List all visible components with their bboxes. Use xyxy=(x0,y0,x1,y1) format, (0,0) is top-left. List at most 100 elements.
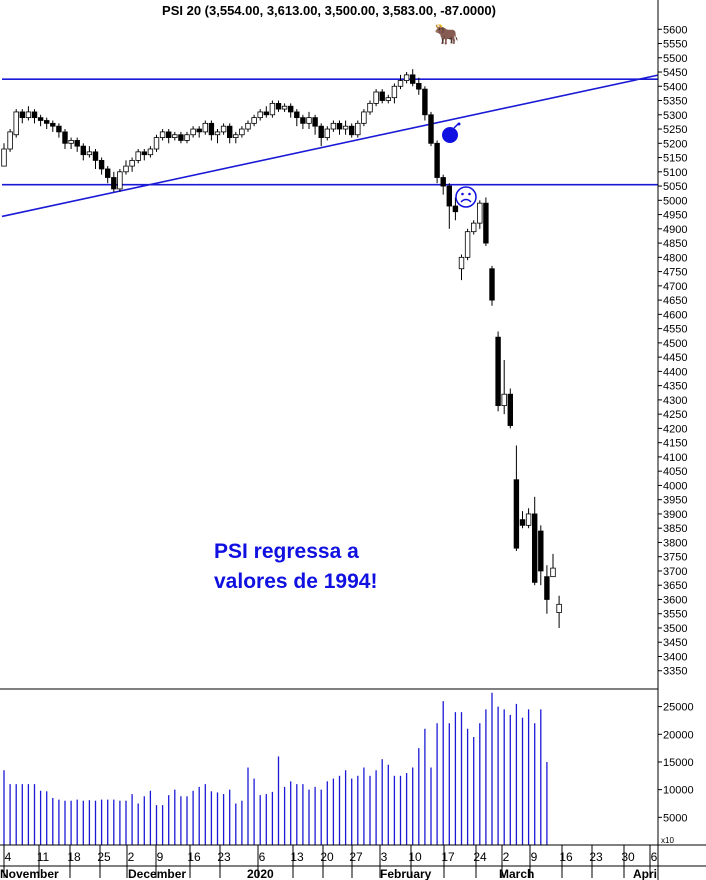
candle-body xyxy=(263,111,269,116)
candle-body xyxy=(196,128,202,133)
candle-body xyxy=(165,131,172,138)
price-tick-label: 3950 xyxy=(663,495,687,507)
price-tick-label: 5150 xyxy=(663,153,687,165)
candle-body xyxy=(324,128,330,138)
candle-body xyxy=(269,102,276,116)
candle-body xyxy=(80,145,86,156)
trendline-group xyxy=(1,74,659,218)
trendline xyxy=(1,74,659,218)
candle-body xyxy=(446,185,452,207)
candle-body xyxy=(178,134,184,141)
x-day-label: 23 xyxy=(217,850,231,864)
price-tick-label: 5050 xyxy=(663,181,687,193)
price-tick-label: 4750 xyxy=(663,267,687,279)
price-tick-label: 3850 xyxy=(663,523,687,535)
candle-body xyxy=(74,140,80,147)
price-tick-label: 3600 xyxy=(663,594,687,606)
x-day-label: 30 xyxy=(621,850,635,864)
price-tick-label: 5600 xyxy=(663,24,687,36)
price-tick-label: 5250 xyxy=(663,124,687,136)
candle-body xyxy=(312,117,318,127)
x-day-label: 4 xyxy=(5,850,12,864)
candle-body xyxy=(306,117,312,124)
bomb-icon xyxy=(440,122,462,148)
candle-body xyxy=(190,128,196,136)
price-tick-label: 3550 xyxy=(663,609,687,621)
candle-body xyxy=(391,85,398,99)
candle-body xyxy=(428,114,434,144)
volume-axis: 5000 10000 15000 20000 25000 x10 xyxy=(658,702,694,845)
x-day-label: 9 xyxy=(531,850,538,864)
candle-body xyxy=(519,519,526,526)
candle-body xyxy=(495,336,501,406)
x-day-label: 16 xyxy=(187,850,201,864)
price-tick-label: 3750 xyxy=(663,552,687,564)
volume-bars-group xyxy=(3,692,548,845)
price-tick-label: 3500 xyxy=(663,623,687,635)
price-tick-label: 4500 xyxy=(663,338,687,350)
candle-body xyxy=(172,134,178,138)
candle-body xyxy=(1,148,7,167)
volume-tick-label: 20000 xyxy=(663,729,694,741)
candle-body xyxy=(452,205,459,213)
candle-body xyxy=(385,97,391,101)
price-tick-label: 3800 xyxy=(663,537,687,549)
volume-tick-label: 15000 xyxy=(663,757,694,769)
candle-body xyxy=(19,111,25,119)
x-day-label: 9 xyxy=(157,850,164,864)
price-tick-label: 3350 xyxy=(663,666,687,678)
price-tick-label: 4400 xyxy=(663,366,687,378)
x-day-label: 18 xyxy=(67,850,81,864)
candle-body xyxy=(489,268,495,301)
candle-body xyxy=(233,134,239,138)
price-tick-label: 4350 xyxy=(663,381,687,393)
candle-body xyxy=(556,603,562,613)
candle-body xyxy=(361,111,367,124)
price-tick-label: 3450 xyxy=(663,637,687,649)
price-tick-label: 4600 xyxy=(663,309,687,321)
candle-body xyxy=(184,134,190,141)
candle-body xyxy=(245,122,251,130)
candle-body xyxy=(105,168,111,178)
candle-body xyxy=(532,513,538,583)
candle-body xyxy=(62,131,68,144)
x-month-label: 2020 xyxy=(247,867,274,880)
candle-body xyxy=(373,91,379,104)
candle-body xyxy=(7,131,13,150)
x-month-label: March xyxy=(499,867,534,880)
price-tick-label: 5550 xyxy=(663,39,687,51)
candle-body xyxy=(507,393,513,426)
price-tick-label: 5400 xyxy=(663,81,687,93)
x-day-label: 24 xyxy=(473,850,487,864)
x-day-label: 2 xyxy=(503,850,510,864)
candle-body xyxy=(214,131,221,136)
x-day-label: 3 xyxy=(381,850,388,864)
candle-body xyxy=(550,567,556,578)
candle-body xyxy=(44,120,50,124)
candle-body xyxy=(135,151,141,161)
candle-body xyxy=(544,576,550,600)
candle-body xyxy=(336,122,343,130)
candle-body xyxy=(294,111,300,119)
price-tick-label: 4800 xyxy=(663,252,687,264)
candle-body xyxy=(208,122,215,136)
candle-body xyxy=(37,117,44,121)
annotation-line-1: PSI regressa a xyxy=(214,540,359,563)
candle-body xyxy=(202,122,208,133)
candle-body xyxy=(422,88,428,116)
volume-tick-label: 10000 xyxy=(663,785,694,797)
price-tick-label: 5000 xyxy=(663,195,687,207)
candle-body xyxy=(98,160,105,170)
price-tick-label: 3900 xyxy=(663,509,687,521)
sad-face-icon xyxy=(454,185,480,215)
candle-body xyxy=(300,117,306,124)
candle-body xyxy=(129,160,135,167)
candle-body xyxy=(464,231,471,258)
candle-body xyxy=(123,165,129,173)
annotation-line-2: valores de 1994! xyxy=(214,570,378,593)
price-tick-label: 4900 xyxy=(663,224,687,236)
price-tick-label: 4300 xyxy=(663,395,687,407)
price-tick-label: 5450 xyxy=(663,67,687,79)
